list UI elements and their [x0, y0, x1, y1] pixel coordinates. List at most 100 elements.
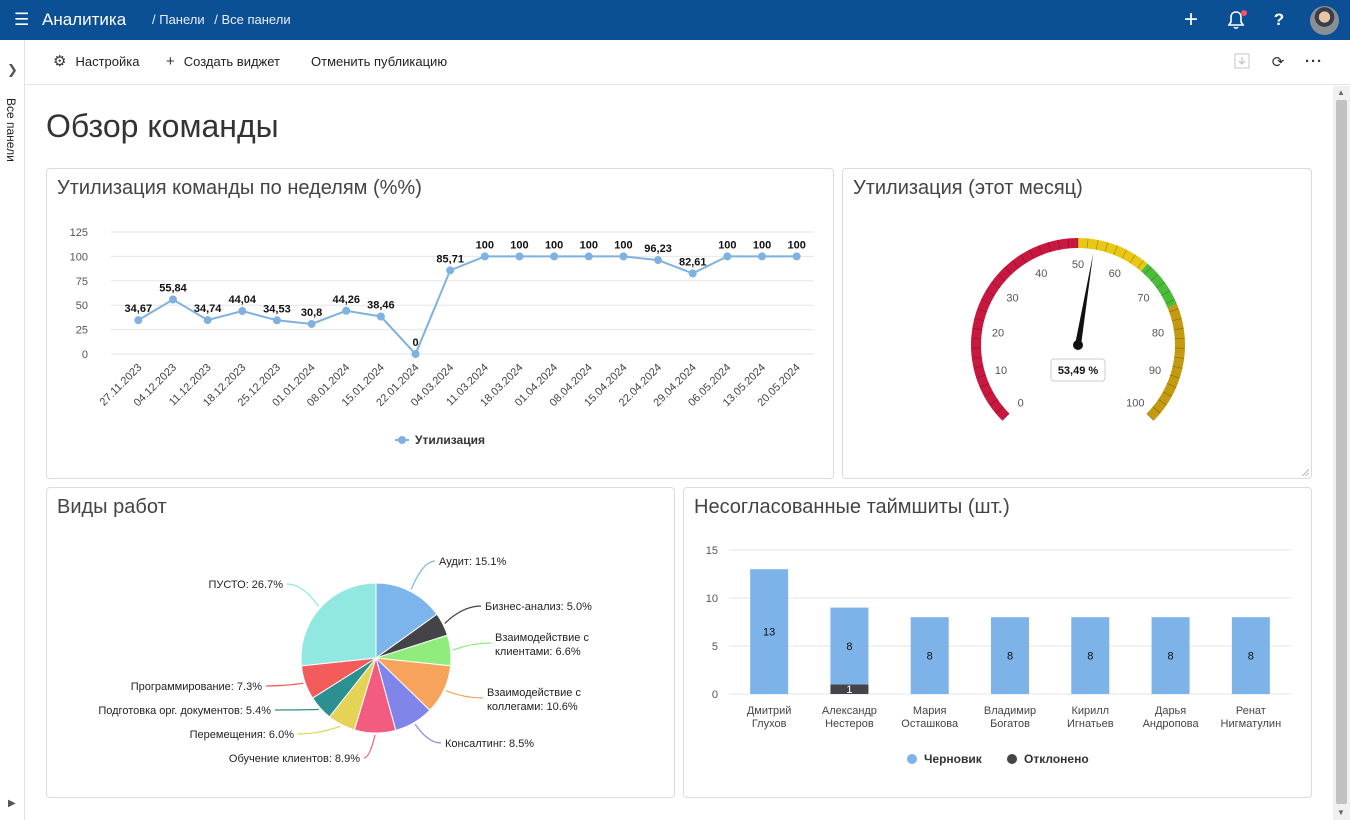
y-tick-label: 75	[76, 276, 88, 288]
y-tick-label: 50	[76, 300, 88, 312]
data-point	[134, 316, 143, 325]
pie-label: Обучение клиентов: 8.9%	[229, 753, 360, 765]
collapse-arrow-icon[interactable]: ▶	[8, 798, 16, 809]
hamburger-icon[interactable]: ☰	[14, 10, 30, 29]
bar-segment	[910, 617, 949, 694]
scroll-up-icon[interactable]: ▲	[1337, 88, 1345, 97]
y-tick-label: 10	[706, 593, 718, 605]
download-icon[interactable]	[1232, 53, 1252, 73]
gauge-minor-tick	[1095, 239, 1099, 250]
pie-connector	[363, 734, 376, 759]
bar-value-label: 13	[763, 627, 775, 639]
x-tick-label: Александр	[822, 705, 877, 717]
data-label: 100	[753, 239, 771, 251]
refresh-icon[interactable]: ⟳	[1271, 54, 1285, 71]
month-utilization-widget: Утилизация (этот месяц) 0 10 20 30 40 50 60 70 8…	[842, 168, 1312, 479]
gauge-minor-tick	[1156, 281, 1165, 289]
app-name[interactable]: Аналитика	[42, 10, 127, 29]
gauge-minor-tick	[977, 308, 987, 313]
vertical-scrollbar[interactable]: ▲ ▼	[1333, 86, 1350, 820]
data-label: 96,23	[644, 243, 672, 255]
breadcrumb: / Панели / Все панели	[152, 12, 297, 28]
pie-label: ПУСТО: 26.7%	[208, 579, 283, 591]
timesheets-widget: Несогласованные таймшиты (шт.) 15 10 5 0 13 Д…	[683, 487, 1312, 798]
data-point	[480, 252, 489, 261]
gauge-tick-label: 100	[1126, 397, 1144, 409]
bar-segment	[830, 607, 869, 685]
gauge-minor-tick	[1121, 249, 1127, 259]
pie-connector	[410, 560, 436, 590]
pie-label: Взаимодействие с коллегами: 10.6%	[487, 687, 581, 713]
gauge-minor-tick	[1162, 391, 1172, 397]
pie-slice	[300, 582, 377, 667]
pie-label: Программирование: 7.3%	[131, 681, 262, 693]
series-line-utilization	[137, 255, 797, 356]
gauge-tick-label: 60	[1109, 268, 1121, 280]
data-label: 100	[476, 239, 494, 251]
y-tick-label: 5	[712, 641, 718, 653]
gauge-tick-label: 80	[1152, 327, 1164, 339]
weekly-utilization-widget: Утилизация команды по неделям (%%) 125 10…	[46, 168, 834, 479]
breadcrumb-panels[interactable]: / Панели	[152, 12, 205, 27]
gauge-minor-tick	[1173, 327, 1184, 331]
gauge-minor-tick	[997, 273, 1006, 282]
work-types-widget: Виды работ Аудит: 15.1% Бизнес-анализ: 5.…	[46, 487, 675, 798]
add-widget-button[interactable]: + Создать виджет	[166, 54, 280, 70]
gauge-minor-tick	[1172, 365, 1183, 369]
data-label: 44,26	[332, 294, 360, 306]
x-tick-label: Нигматулин	[1221, 718, 1282, 730]
rail-all-panels-label[interactable]: Все панели	[4, 98, 18, 162]
pie-connector	[414, 723, 442, 744]
gauge-minor-tick	[1165, 299, 1175, 305]
help-icon[interactable]: ?	[1273, 10, 1285, 29]
data-point	[238, 307, 247, 316]
gauge-minor-tick	[1086, 238, 1089, 249]
x-tick-label: Мария	[913, 705, 947, 717]
data-label: 30,8	[301, 307, 322, 319]
x-tick-label: Кирилл	[1071, 705, 1109, 717]
data-point	[446, 266, 455, 275]
pie-label: Аудит: 15.1%	[439, 556, 506, 568]
gauge-minor-tick	[1020, 254, 1027, 264]
gauge-minor-tick	[991, 281, 1000, 289]
gauge-tick-label: 30	[1006, 292, 1018, 304]
data-label: 34,67	[125, 303, 153, 315]
bar-segment	[1071, 617, 1110, 694]
pie-label: Консалтинг: 8.5%	[445, 738, 534, 750]
settings-button[interactable]: ⚙ Настройка	[53, 54, 139, 70]
gauge-minor-tick	[1038, 245, 1043, 255]
data-point	[307, 319, 316, 328]
avatar[interactable]	[1310, 6, 1339, 35]
gauge-minor-tick	[1144, 266, 1152, 275]
gauge-minor-tick	[1004, 266, 1012, 275]
x-tick-label: Дарья	[1155, 705, 1186, 717]
resize-grip-icon[interactable]	[1301, 468, 1309, 476]
breadcrumb-all-panels[interactable]: / Все панели	[214, 12, 291, 27]
y-tick-label: 25	[76, 325, 88, 337]
data-point	[619, 252, 628, 261]
pie-label: Подготовка орг. документов: 5.4%	[98, 705, 271, 717]
plus-icon[interactable]: +	[1183, 6, 1198, 33]
toolbar: ⚙ Настройка + Создать виджет Отменить пу…	[26, 40, 1350, 85]
data-point	[342, 306, 351, 315]
scroll-thumb[interactable]	[1336, 100, 1347, 804]
gauge-minor-tick	[1002, 413, 1010, 421]
chart-legend: Утилизация	[395, 433, 485, 447]
x-tick-label: Владимир	[984, 705, 1036, 717]
more-icon[interactable]: ···	[1305, 53, 1323, 70]
gauge-tick-label: 90	[1149, 365, 1161, 377]
legend-label: Утилизация	[415, 433, 485, 447]
gauge-minor-tick	[979, 383, 990, 388]
chevron-right-icon[interactable]: ❯	[7, 62, 18, 77]
pie-connector	[297, 725, 341, 735]
data-point	[688, 269, 697, 278]
data-label: 34,74	[194, 303, 222, 315]
gauge-tick-label: 20	[992, 327, 1004, 339]
unpublish-button[interactable]: Отменить публикацию	[311, 54, 447, 70]
bell-icon[interactable]	[1225, 9, 1247, 31]
gauge-needle	[1075, 253, 1094, 346]
scroll-down-icon[interactable]: ▼	[1337, 808, 1345, 817]
gauge-value-label: 53,49 %	[1058, 365, 1099, 377]
gear-icon: ⚙	[53, 53, 67, 70]
data-point	[654, 256, 663, 265]
